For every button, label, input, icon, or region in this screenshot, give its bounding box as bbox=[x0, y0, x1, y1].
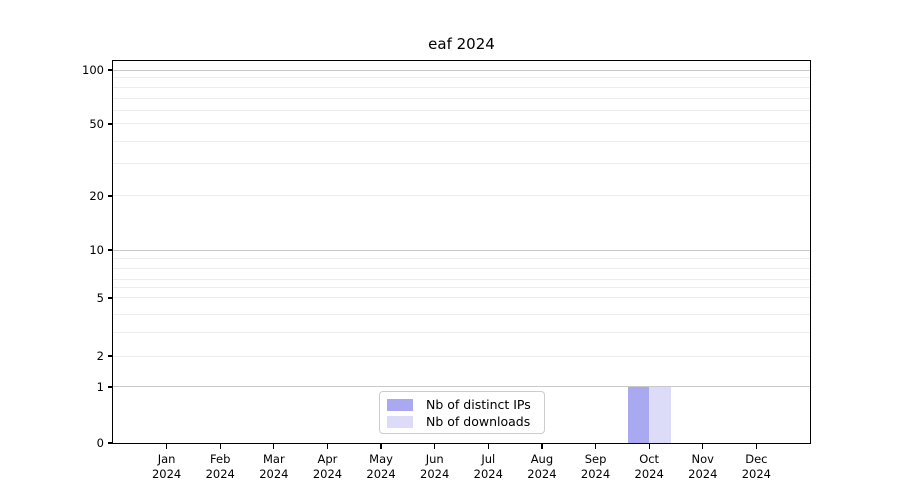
major-gridline bbox=[113, 386, 810, 388]
legend-label: Nb of downloads bbox=[426, 414, 531, 429]
minor-gridline bbox=[113, 297, 810, 299]
y-axis-tick bbox=[108, 442, 113, 444]
y-axis-tick bbox=[108, 297, 113, 299]
y-axis-tick bbox=[108, 355, 113, 357]
minor-gridline bbox=[113, 141, 810, 143]
y-axis-tick bbox=[108, 123, 113, 125]
minor-gridline bbox=[113, 123, 810, 125]
y-tick-label: 0 bbox=[96, 436, 104, 450]
major-gridline bbox=[113, 249, 810, 251]
minor-gridline bbox=[113, 86, 810, 88]
y-tick-label: 20 bbox=[89, 188, 104, 203]
minor-gridline bbox=[113, 332, 810, 334]
minor-gridline bbox=[113, 278, 810, 280]
y-axis-tick bbox=[108, 69, 113, 71]
minor-gridline bbox=[113, 314, 810, 316]
y-tick-label: 50 bbox=[89, 116, 104, 131]
x-axis-tick bbox=[594, 444, 597, 449]
y-tick-label: 2 bbox=[96, 349, 104, 364]
x-tick-label: Feb 2024 bbox=[205, 452, 235, 481]
x-tick-label: Nov 2024 bbox=[688, 452, 718, 481]
y-tick-label: 10 bbox=[89, 243, 104, 257]
major-gridline bbox=[113, 69, 810, 71]
x-axis-tick bbox=[434, 444, 436, 449]
x-axis-tick bbox=[273, 444, 275, 449]
bar-nb-of-distinct-ips bbox=[627, 387, 650, 443]
minor-gridline bbox=[113, 287, 810, 289]
x-tick-label: Jun 2024 bbox=[420, 452, 450, 481]
legend-item-nb-of-downloads: Nb of downloads bbox=[387, 413, 544, 430]
x-tick-label: Aug 2024 bbox=[527, 452, 557, 481]
plot-area: Nb of distinct IPs Nb of downloads bbox=[113, 61, 810, 443]
x-axis-tick bbox=[541, 444, 543, 449]
legend-label: Nb of distinct IPs bbox=[426, 397, 531, 412]
minor-gridline bbox=[113, 258, 810, 260]
y-axis-tick bbox=[108, 249, 113, 251]
x-tick-label: Sep 2024 bbox=[580, 452, 611, 481]
legend-swatch-icon bbox=[387, 398, 413, 411]
y-tick-label: 1 bbox=[96, 379, 104, 394]
minor-gridline bbox=[113, 109, 810, 111]
minor-gridline bbox=[113, 268, 810, 270]
x-tick-label: Dec 2024 bbox=[741, 452, 772, 481]
x-tick-label: Apr 2024 bbox=[312, 452, 343, 481]
minor-gridline bbox=[113, 163, 810, 165]
minor-gridline bbox=[113, 355, 810, 357]
x-axis-tick bbox=[755, 444, 757, 449]
x-tick-label: Mar 2024 bbox=[259, 452, 289, 481]
x-tick-label: Oct 2024 bbox=[634, 452, 664, 481]
chart-title: eaf 2024 bbox=[428, 35, 495, 53]
legend: Nb of distinct IPs Nb of downloads bbox=[379, 391, 545, 434]
minor-gridline bbox=[113, 77, 810, 79]
y-axis-tick bbox=[108, 386, 113, 388]
bar-nb-of-downloads bbox=[649, 387, 671, 443]
x-tick-label: May 2024 bbox=[366, 452, 396, 481]
y-tick-label: 100 bbox=[82, 63, 104, 77]
x-axis-tick bbox=[648, 444, 650, 449]
x-axis-tick bbox=[166, 444, 168, 449]
legend-swatch-icon bbox=[387, 415, 413, 428]
minor-gridline bbox=[113, 195, 810, 197]
x-tick-label: Jul 2024 bbox=[473, 452, 503, 481]
legend-item-nb-of-distinct-ips: Nb of distinct IPs bbox=[387, 396, 544, 413]
minor-gridline bbox=[113, 97, 810, 99]
y-axis-tick bbox=[108, 195, 113, 197]
x-axis-tick bbox=[702, 444, 704, 449]
x-axis-tick bbox=[380, 444, 382, 449]
y-tick-label: 5 bbox=[96, 290, 104, 305]
x-axis-tick bbox=[219, 444, 221, 449]
x-axis-tick bbox=[487, 444, 489, 449]
x-axis-tick bbox=[326, 444, 329, 449]
x-tick-label: Jan 2024 bbox=[151, 452, 182, 481]
